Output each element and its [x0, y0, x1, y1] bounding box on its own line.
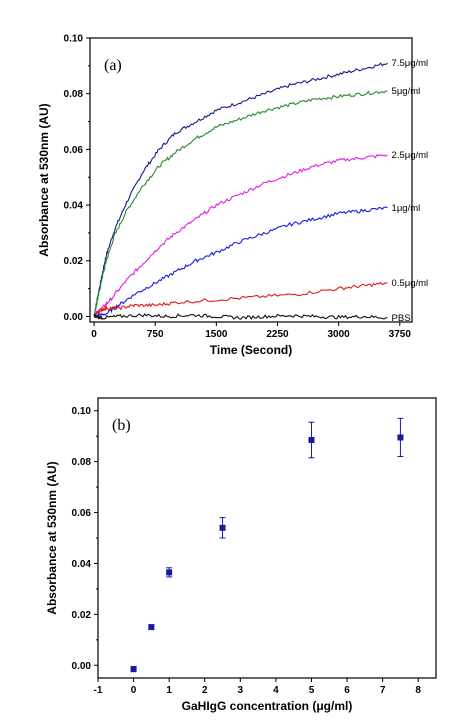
series-label: 0.5μg/ml	[392, 278, 429, 289]
x-tick-label: 1500	[205, 329, 228, 340]
series-line	[93, 154, 388, 317]
x-tick-label: -1	[94, 685, 103, 696]
y-tick-label: 0.10	[72, 406, 92, 417]
series-label: 7.5μg/ml	[392, 58, 429, 69]
y-tick-label: 0.04	[72, 559, 92, 570]
x-tick-label: 2	[202, 685, 208, 696]
x-tick-label: 0	[91, 329, 97, 340]
plot-frame	[97, 397, 437, 679]
series-line	[93, 62, 388, 317]
x-tick-label: 3000	[328, 329, 351, 340]
x-tick-label: 3750	[389, 329, 412, 340]
data-point	[219, 524, 226, 531]
series-line	[93, 313, 388, 321]
x-tick-label: 8	[415, 685, 421, 696]
data-point	[166, 569, 173, 576]
x-tick-label: 5	[309, 685, 315, 696]
data-point	[308, 437, 315, 443]
x-tick-label: 6	[344, 685, 350, 696]
x-tick-label: 750	[147, 329, 164, 340]
data-point	[397, 434, 404, 441]
y-tick-label: 0.02	[64, 256, 84, 267]
y-tick-label: 0.02	[72, 610, 92, 621]
y-tick-label: 0.08	[64, 89, 84, 100]
chart-panel-a: 0 750 1500 2250 3000 3750 0.00 0.02 0.04 0.06 0.08…	[37, 34, 428, 358]
y-tick-label: 0.06	[72, 508, 92, 519]
series-label: 5μg/ml	[392, 86, 421, 97]
x-tick-label: 1	[166, 685, 172, 696]
y-tick-label: 0.10	[64, 34, 84, 45]
panel-label: (a)	[104, 57, 122, 74]
series-label: PBS	[392, 313, 411, 324]
x-axis-label: Time (Second)	[210, 343, 292, 357]
x-tick-label: 0	[131, 685, 137, 696]
series-line	[93, 281, 388, 318]
x-tick-label: 7	[380, 685, 386, 696]
data-point	[130, 666, 137, 673]
series-label: 2.5μg/ml	[392, 150, 429, 161]
y-tick-label: 0.06	[64, 145, 84, 156]
y-axis-label: Absorbance at 530nm (AU)	[45, 461, 59, 614]
series-label: 1μg/ml	[392, 203, 421, 214]
y-tick-label: 0.08	[72, 457, 92, 468]
x-axis-label: GaHIgG concentration (μg/ml)	[182, 699, 353, 713]
y-tick-label: 0.00	[72, 661, 92, 672]
series-line	[93, 206, 388, 319]
panel-label: (b)	[112, 417, 131, 434]
y-tick-label: 0.04	[64, 201, 84, 212]
x-tick-label: 4	[273, 685, 279, 696]
y-tick-label: 0.00	[64, 312, 84, 323]
x-tick-label: 3	[238, 685, 244, 696]
x-tick-label: 2250	[266, 329, 289, 340]
data-point	[148, 624, 155, 631]
plot-frame	[89, 37, 413, 323]
y-axis-label: Absorbance at 530nm (AU)	[37, 103, 51, 256]
series-line	[93, 90, 388, 318]
chart-panel-b: -1 0 1 2 3 4 5 6 7 8 0.00 0.02 0.04 0.06 0.08 0.10 GaHIg…	[45, 397, 437, 713]
